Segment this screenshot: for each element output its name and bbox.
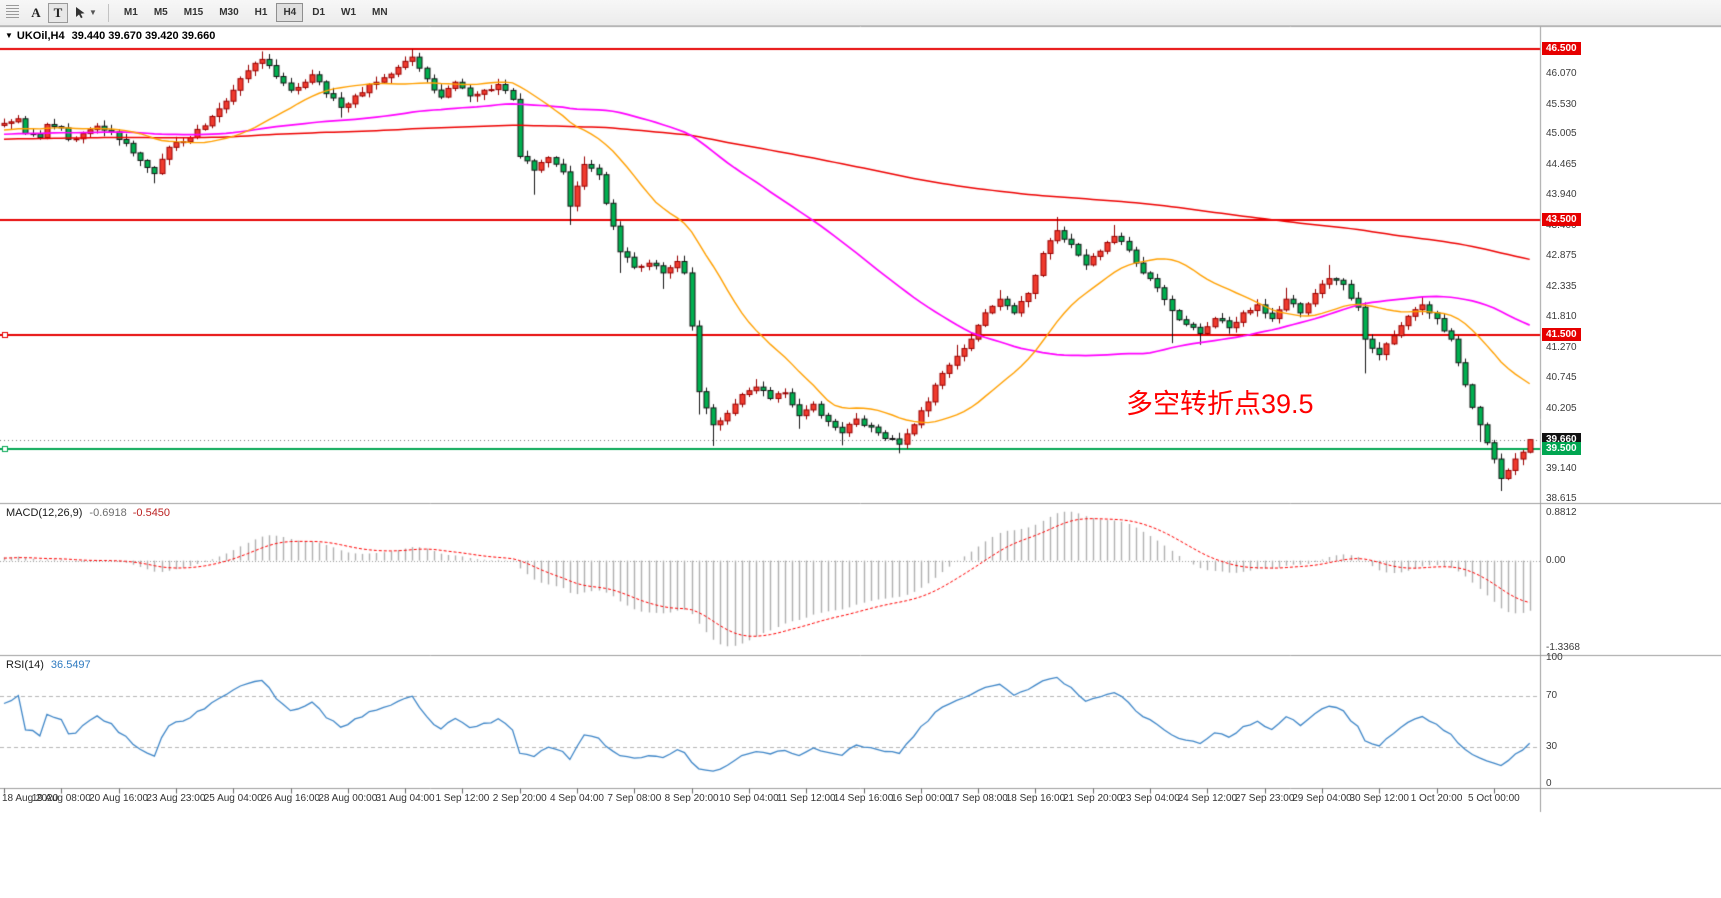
timeframe-m1-button[interactable]: M1 [117, 3, 145, 22]
time-axis-label: 19 Aug 08:00 [31, 793, 91, 804]
timeframe-d1-button[interactable]: D1 [305, 3, 332, 22]
cursor-tool-button[interactable]: ▼ [71, 3, 101, 23]
time-axis-label: 28 Aug 00:00 [318, 793, 378, 804]
time-axis-label: 1 Oct 20:00 [1410, 793, 1463, 804]
time-axis-label: 24 Sep 12:00 [1177, 793, 1238, 804]
text-annotation[interactable]: 多空转折点39.5 [1126, 389, 1314, 419]
time-axis-label: 4 Sep 04:00 [550, 793, 604, 804]
time-axis-label: 10 Sep 04:00 [719, 793, 779, 804]
time-axis-label: 23 Aug 23:00 [146, 793, 206, 804]
toolbar-separator [107, 3, 109, 22]
time-axis-label: 8 Sep 20:00 [664, 793, 719, 804]
rsi-indicator-header: RSI(14) 36.5497 [6, 659, 91, 671]
timeframe-m30-button[interactable]: M30 [212, 3, 245, 22]
time-axis-label: 30 Sep 12:00 [1349, 793, 1410, 804]
timeframe-mn-button[interactable]: MN [365, 3, 395, 22]
time-axis-label: 21 Sep 20:00 [1062, 793, 1123, 804]
tool-t-button[interactable]: T [48, 2, 68, 23]
time-axis-label: 1 Sep 12:00 [435, 793, 490, 804]
time-axis-label: 25 Aug 04:00 [203, 793, 263, 804]
chevron-down-icon: ▼ [89, 8, 97, 17]
time-axis-label: 23 Sep 04:00 [1120, 793, 1180, 804]
time-axis-label: 2 Sep 20:00 [492, 793, 547, 804]
time-axis-label: 27 Sep 23:00 [1234, 793, 1295, 804]
timeframe-h1-button[interactable]: H1 [248, 3, 275, 22]
macd-main-value: -0.6918 [89, 507, 127, 519]
time-axis-label: 26 Aug 16:00 [261, 793, 320, 804]
time-axis-label: 18 Sep 16:00 [1005, 793, 1066, 804]
rsi-value: 36.5497 [50, 659, 91, 671]
time-axis: 18 Aug 2020 19 Aug 08:00 20 Aug 16:00 23 Au… [0, 793, 1721, 809]
collapse-arrow-icon[interactable]: ▼ [5, 31, 13, 40]
cursor-arrow-icon [76, 7, 85, 19]
timeframe-h4-button[interactable]: H4 [276, 3, 304, 22]
time-axis-label: 17 Sep 08:00 [948, 793, 1008, 804]
time-axis-label: 20 Aug 16:00 [89, 793, 149, 804]
time-axis-label: 31 Aug 04:00 [375, 793, 435, 804]
toolbar-grip-icon[interactable] [6, 5, 19, 20]
rsi-label: RSI(14) [6, 659, 44, 671]
time-axis-label: 5 Oct 00:00 [1468, 793, 1520, 804]
chart-symbol-period: UKOil,H4 [16, 30, 65, 42]
timeframe-m15-button[interactable]: M15 [177, 3, 210, 22]
time-axis-label: 29 Sep 04:00 [1292, 793, 1352, 804]
time-axis-label: 14 Sep 16:00 [833, 793, 894, 804]
timeframe-w1-button[interactable]: W1 [334, 3, 363, 22]
time-axis-label: 7 Sep 08:00 [607, 793, 662, 804]
macd-label: MACD(12,26,9) [6, 507, 83, 519]
tool-a-button[interactable]: A [26, 3, 46, 23]
time-axis-label: 18 Aug 2020 [2, 793, 59, 804]
time-axis-label: 16 Sep 00:00 [891, 793, 951, 804]
macd-signal-value: -0.5450 [132, 507, 171, 519]
chart-ohlc-values: 39.440 39.670 39.420 39.660 [71, 30, 216, 42]
macd-indicator-header: MACD(12,26,9) -0.6918 -0.5450 [6, 507, 170, 519]
timeframe-m5-button[interactable]: M5 [147, 3, 175, 22]
chart-title: ▼ UKOil,H4 39.440 39.670 39.420 39.660 [5, 30, 215, 42]
timeframe-button-group: M1 M5 M15 M30 H1 H4 D1 W1 MN [116, 3, 396, 22]
time-axis-label: 11 Sep 12:00 [776, 793, 836, 804]
